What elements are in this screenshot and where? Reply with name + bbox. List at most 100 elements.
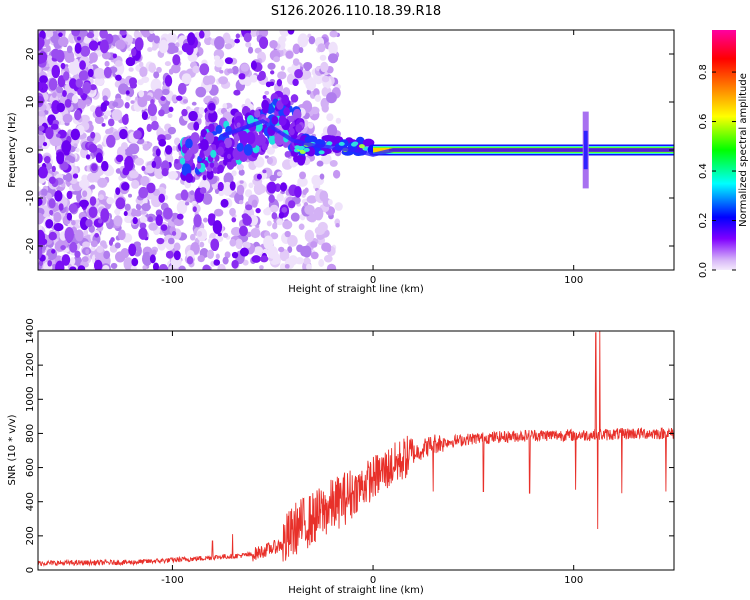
y-tick-label: -10 (25, 190, 36, 206)
colorbar-tick-label: 0.0 (698, 262, 709, 278)
signal-blob (149, 254, 156, 264)
noise-blob (255, 224, 260, 228)
signal-blob (121, 182, 130, 191)
noise-blob (141, 76, 150, 84)
signal-blob (128, 243, 137, 257)
signal-blob (164, 74, 173, 87)
onset-core (358, 144, 365, 149)
signal-blob (210, 238, 220, 252)
signal-blob (168, 106, 174, 113)
noise-blob (295, 257, 305, 265)
signal-blob (198, 30, 205, 39)
band-blob (190, 132, 200, 145)
band-blob (278, 115, 287, 126)
colorbar-tick-label: 0.2 (698, 213, 709, 229)
signal-blob (38, 54, 45, 65)
noise-blob (102, 265, 110, 270)
noise-blob (171, 63, 181, 74)
noise-blob (326, 263, 337, 270)
noise-blob (238, 169, 245, 176)
noise-blob (187, 53, 198, 62)
band-blob (210, 149, 217, 158)
noise-blob (311, 174, 321, 186)
signal-blob (119, 30, 127, 36)
y-tick-label: 10 (25, 96, 36, 109)
noise-blob (326, 92, 337, 104)
noise-blob (313, 209, 321, 216)
noise-blob (282, 220, 293, 230)
signal-blob (131, 47, 137, 57)
signal-blob (186, 256, 194, 265)
noise-blob (319, 173, 325, 180)
band-blob (199, 151, 205, 159)
noise-blob (127, 47, 132, 51)
signal-blob (271, 212, 278, 220)
band-blob (262, 105, 269, 114)
noise-blob (279, 263, 287, 270)
noise-blob (138, 90, 145, 98)
noise-blob (71, 219, 76, 226)
noise-blob (192, 65, 200, 74)
noise-blob (203, 97, 209, 104)
signal-blob (294, 68, 303, 79)
noise-blob (87, 64, 94, 71)
noise-blob (89, 52, 98, 63)
noise-blob (242, 259, 249, 266)
signal-blob (181, 108, 188, 117)
colorbar-ticks: 0.0 0.2 0.4 0.6 0.8 (698, 64, 736, 278)
noise-blob (197, 230, 203, 237)
noise-blob (195, 86, 207, 98)
x-tick-label: 100 (564, 275, 583, 286)
noise-blob (203, 36, 213, 46)
signal-blob (156, 237, 165, 245)
noise-blob (280, 65, 285, 71)
noise-blob (218, 190, 225, 197)
noise-blob (235, 238, 243, 250)
signal-blob (160, 224, 168, 231)
noise-blob (134, 157, 145, 166)
noise-blob (250, 30, 257, 38)
noise-blob (68, 61, 80, 76)
noise-blob (297, 33, 309, 48)
signal-blob (132, 217, 138, 225)
signal-blob (262, 169, 267, 174)
signal-blob (38, 81, 44, 91)
signal-blob (125, 90, 130, 95)
signal-blob (93, 259, 103, 270)
noise-blob (310, 106, 320, 115)
signal-blob (61, 140, 72, 154)
x-tick-label: 100 (564, 575, 583, 586)
band-blob (236, 122, 241, 128)
signal-blob (68, 78, 78, 89)
spectrogram-x-label: Height of straight line (km) (288, 284, 424, 295)
noise-blob (266, 156, 274, 165)
noise-blob (111, 109, 123, 121)
noise-blob (222, 256, 229, 265)
noise-blob (177, 50, 183, 55)
signal-blob (128, 77, 138, 86)
noise-blob (307, 121, 314, 129)
signal-blob (208, 102, 216, 111)
noise-blob (305, 78, 317, 91)
band-blob (239, 130, 248, 142)
signal-blob (206, 169, 214, 180)
noise-blob (144, 95, 152, 102)
signal-blob (99, 30, 108, 39)
noise-blob (139, 66, 148, 78)
noise-blob (191, 170, 196, 175)
chart-title: S126.2026.110.18.39.R18 (271, 4, 441, 19)
signal-blob (292, 78, 299, 87)
noise-blob (251, 199, 258, 208)
noise-blob (202, 30, 211, 39)
noise-blob (164, 61, 171, 67)
noise-blob (103, 250, 111, 260)
signal-blob (105, 33, 114, 44)
noise-blob (320, 97, 329, 110)
noise-blob (88, 60, 93, 64)
noise-blob (164, 133, 172, 141)
signal-blob (79, 199, 89, 208)
signal-blob (38, 125, 45, 132)
signal-blob (69, 241, 78, 253)
band-blob (281, 94, 290, 105)
